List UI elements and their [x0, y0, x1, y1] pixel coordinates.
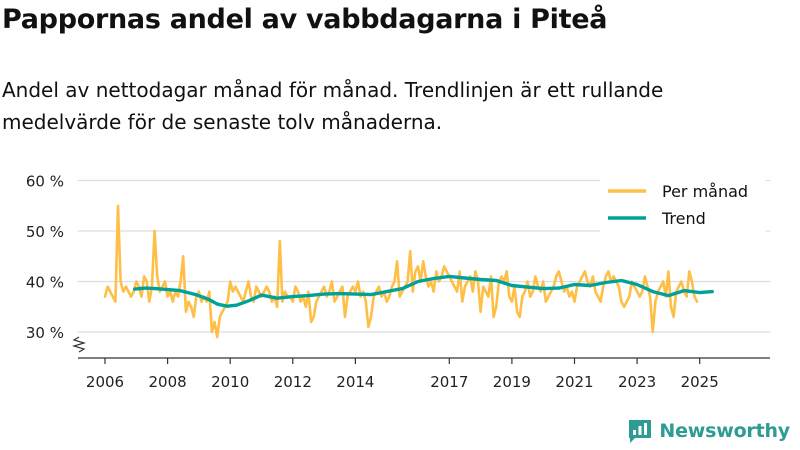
chart-title: Pappornas andel av vabbdagarna i Piteå: [2, 4, 608, 35]
x-tick-label: 2017: [430, 373, 468, 391]
legend-box: [600, 176, 766, 234]
x-tick-label: 2012: [274, 373, 312, 391]
x-tick-label: 2021: [555, 373, 593, 391]
y-tick-label: 40 %: [26, 274, 64, 292]
x-tick-label: 2019: [493, 373, 531, 391]
x-tick-label: 2006: [86, 373, 124, 391]
x-tick-label: 2008: [149, 373, 187, 391]
newsworthy-logo-icon: [629, 420, 652, 443]
y-axis-ticks: 30 % 40 % 50 % 60 %: [26, 173, 87, 353]
brand-logo: Newsworthy: [627, 418, 790, 444]
x-tick-label: 2014: [336, 373, 374, 391]
x-tick-label: 2025: [681, 373, 719, 391]
y-tick-label: 60 %: [26, 173, 64, 191]
chart-subtitle: Andel av nettodagar månad för månad. Tre…: [2, 78, 664, 134]
legend: Per månad Trend: [600, 176, 766, 234]
axis-break-icon: [71, 336, 87, 353]
x-tick-label: 2023: [618, 373, 656, 391]
brand-name: Newsworthy: [659, 420, 790, 442]
x-axis: 2006 2008 2010 2012 2014 2017 2019 2021 2023 2025: [78, 357, 770, 391]
series-lines: [103, 204, 714, 339]
y-tick-label: 50 %: [26, 223, 64, 241]
series-line-trend: [133, 274, 714, 308]
legend-label: Per månad: [662, 182, 748, 201]
y-tick-label: 30 %: [26, 324, 64, 342]
legend-label: Trend: [661, 209, 706, 228]
x-tick-label: 2010: [211, 373, 249, 391]
